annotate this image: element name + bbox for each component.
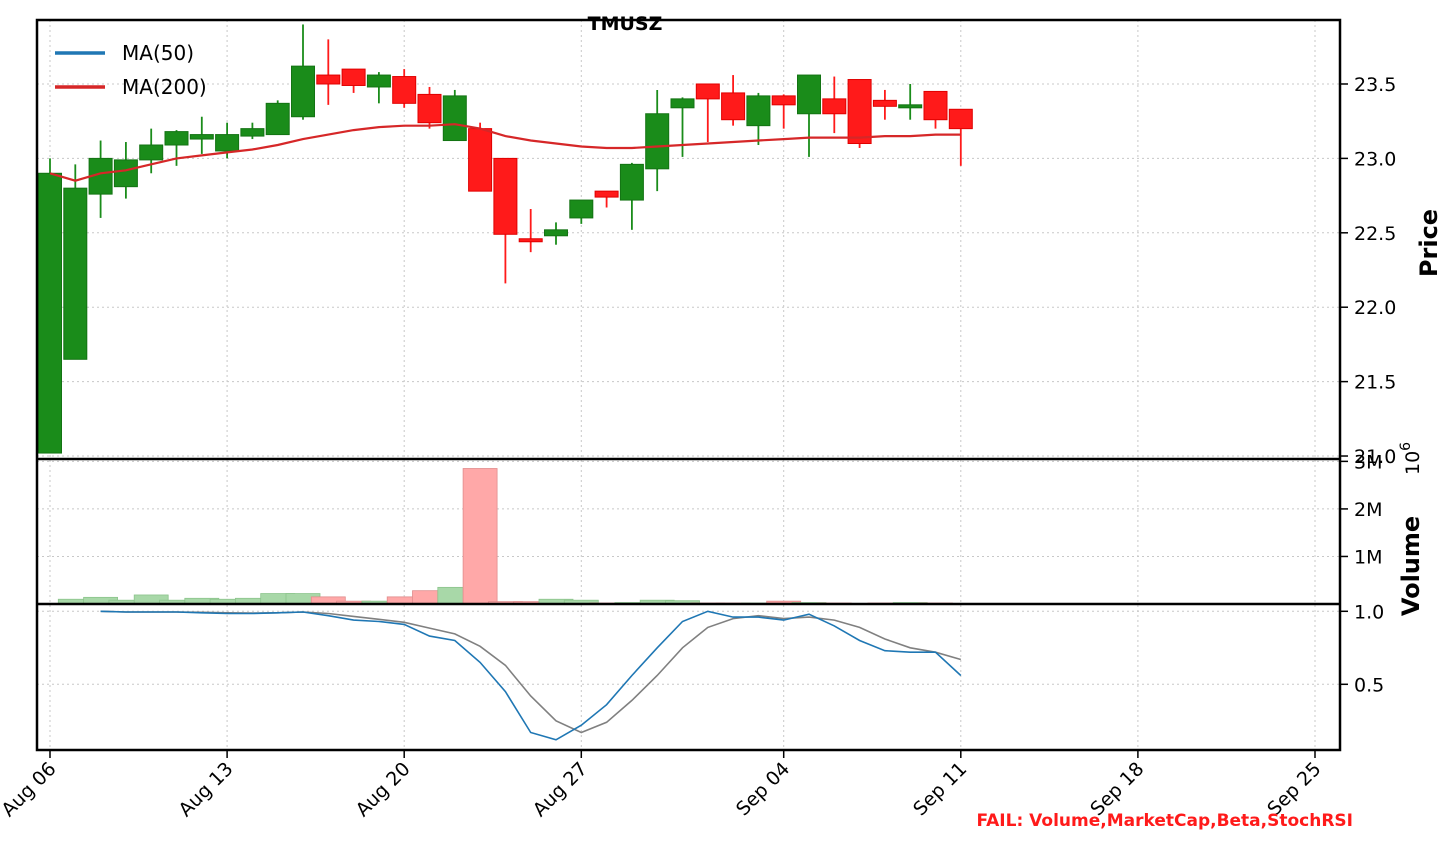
stoch-k-line — [100, 610, 962, 741]
candle-body — [291, 65, 315, 118]
candle-body — [63, 187, 88, 360]
candle-body — [771, 95, 796, 106]
candle-body — [619, 163, 644, 201]
volume-exponent-label: 106 — [1398, 442, 1424, 475]
price-tick-label: 22.5 — [1354, 223, 1396, 245]
candle-body — [872, 99, 897, 107]
candle-body — [898, 104, 923, 109]
legend: MA(50) MA(200) — [55, 41, 207, 99]
x-tick-label: Sep 11 — [909, 758, 971, 820]
indicator-lines — [49, 123, 962, 741]
chart-title: TMUSZ — [588, 13, 663, 35]
price-tick-label: 22.0 — [1354, 297, 1396, 319]
candle-body — [164, 131, 189, 146]
volume-tick-label: 2M — [1354, 499, 1382, 521]
volume-bar — [462, 468, 498, 605]
stoch-tick-label: 0.5 — [1354, 674, 1384, 696]
candle-body — [721, 92, 746, 121]
stoch-d-line — [100, 610, 962, 734]
candle-body — [544, 229, 568, 237]
candle-body — [670, 98, 695, 109]
candle-body — [948, 108, 973, 130]
chart-frame — [35, 18, 1342, 752]
candle-body — [695, 83, 720, 100]
candle-body — [468, 128, 493, 192]
price-axis-title: Price — [1415, 209, 1443, 277]
candle-body — [847, 79, 872, 145]
x-tick-label: Aug 13 — [174, 758, 237, 821]
candle-body — [139, 144, 164, 161]
volume-bars — [57, 468, 953, 605]
price-tick-label: 21.0 — [1354, 446, 1396, 468]
candle-body — [442, 95, 467, 142]
legend-ma200-label: MA(200) — [122, 75, 207, 99]
volume-tick-label: 1M — [1354, 546, 1382, 568]
price-tick-label: 23.0 — [1354, 148, 1396, 170]
candle-body — [341, 68, 366, 86]
candle-body — [569, 199, 594, 219]
fail-status-text: FAIL: Volume,MarketCap,Beta,StochRSI — [976, 811, 1353, 831]
x-tick-label: Aug 06 — [0, 758, 61, 821]
x-tick-label: Aug 27 — [529, 758, 592, 821]
candles — [38, 24, 973, 454]
volume-axis-title: Volume — [1397, 516, 1425, 616]
stoch-tick-label: 1.0 — [1354, 601, 1384, 623]
candle-body — [417, 93, 442, 124]
x-tick-label: Aug 20 — [352, 758, 415, 821]
candle-body — [265, 102, 290, 136]
candle-body — [113, 159, 138, 188]
volume-tick-label: 3M — [1354, 451, 1382, 473]
price-tick-label: 21.5 — [1354, 372, 1396, 394]
candle-body — [493, 157, 518, 235]
candle-body — [645, 113, 670, 170]
price-tick-label: 23.5 — [1354, 74, 1396, 96]
grid-lines — [37, 20, 1340, 750]
candle-body — [38, 172, 62, 454]
candle-body — [189, 134, 214, 140]
candle-body — [240, 128, 265, 137]
candle-body — [594, 190, 619, 198]
axis-ticks: Aug 06 Aug 13 Aug 20 Aug 27 Sep 04 Sep 11 Sep … — [0, 74, 1396, 821]
ma-line — [49, 123, 961, 182]
candle-body — [797, 74, 821, 115]
candle-body — [215, 134, 240, 152]
candle-body — [923, 90, 948, 121]
candle-body — [518, 238, 543, 243]
candle-body — [366, 74, 391, 88]
x-tick-label: Sep 04 — [732, 758, 794, 820]
legend-ma50-label: MA(50) — [122, 41, 194, 65]
candle-body — [822, 98, 847, 115]
candle-body — [316, 74, 341, 85]
candle-body — [392, 76, 417, 104]
candle-body — [746, 95, 771, 127]
